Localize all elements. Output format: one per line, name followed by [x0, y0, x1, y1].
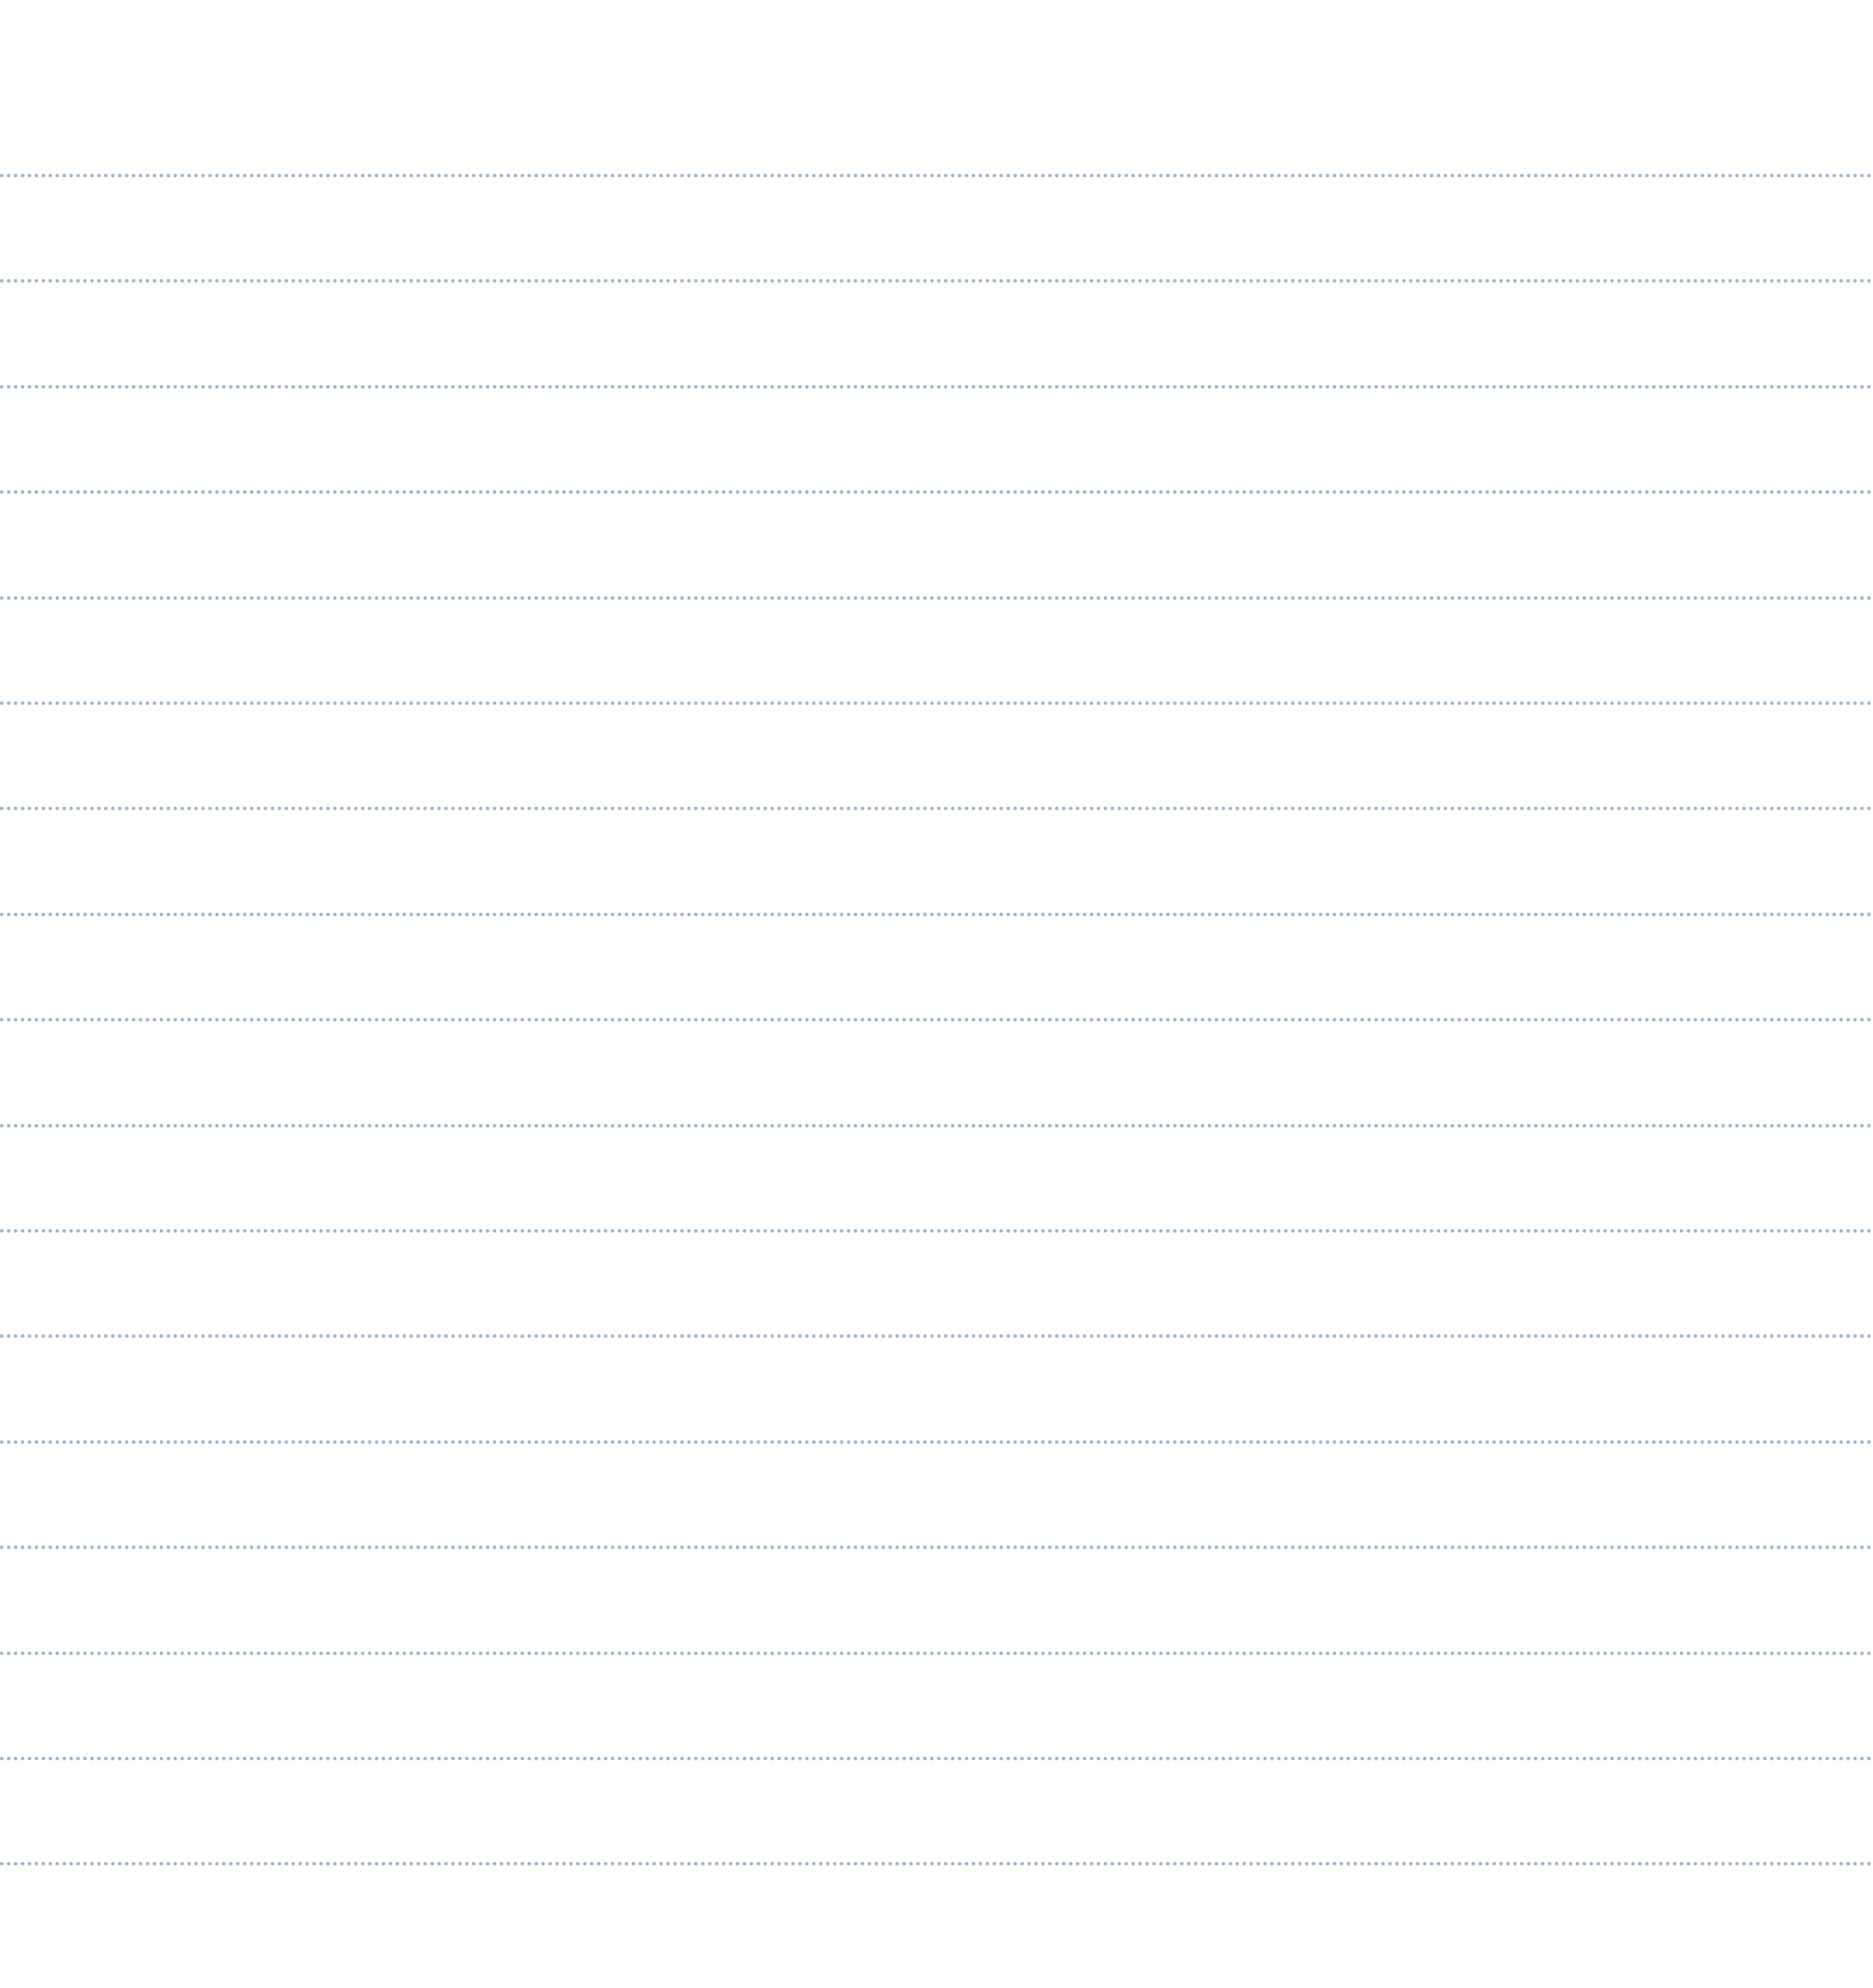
ruled-line — [0, 807, 1873, 810]
ruled-line — [0, 1757, 1873, 1760]
ruled-line — [0, 490, 1873, 494]
ruled-line — [0, 1440, 1873, 1444]
ruled-line — [0, 1229, 1873, 1233]
ruled-line — [0, 1018, 1873, 1021]
ruled-line — [0, 596, 1873, 600]
ruled-line — [0, 701, 1873, 705]
ruled-line — [0, 1334, 1873, 1338]
ruled-line — [0, 279, 1873, 283]
ruled-line — [0, 385, 1873, 389]
ruled-line — [0, 1124, 1873, 1127]
ruled-line — [0, 1546, 1873, 1549]
ruled-line — [0, 174, 1873, 177]
ruled-line — [0, 1862, 1873, 1865]
ruled-line — [0, 1652, 1873, 1655]
ruled-line — [0, 913, 1873, 916]
